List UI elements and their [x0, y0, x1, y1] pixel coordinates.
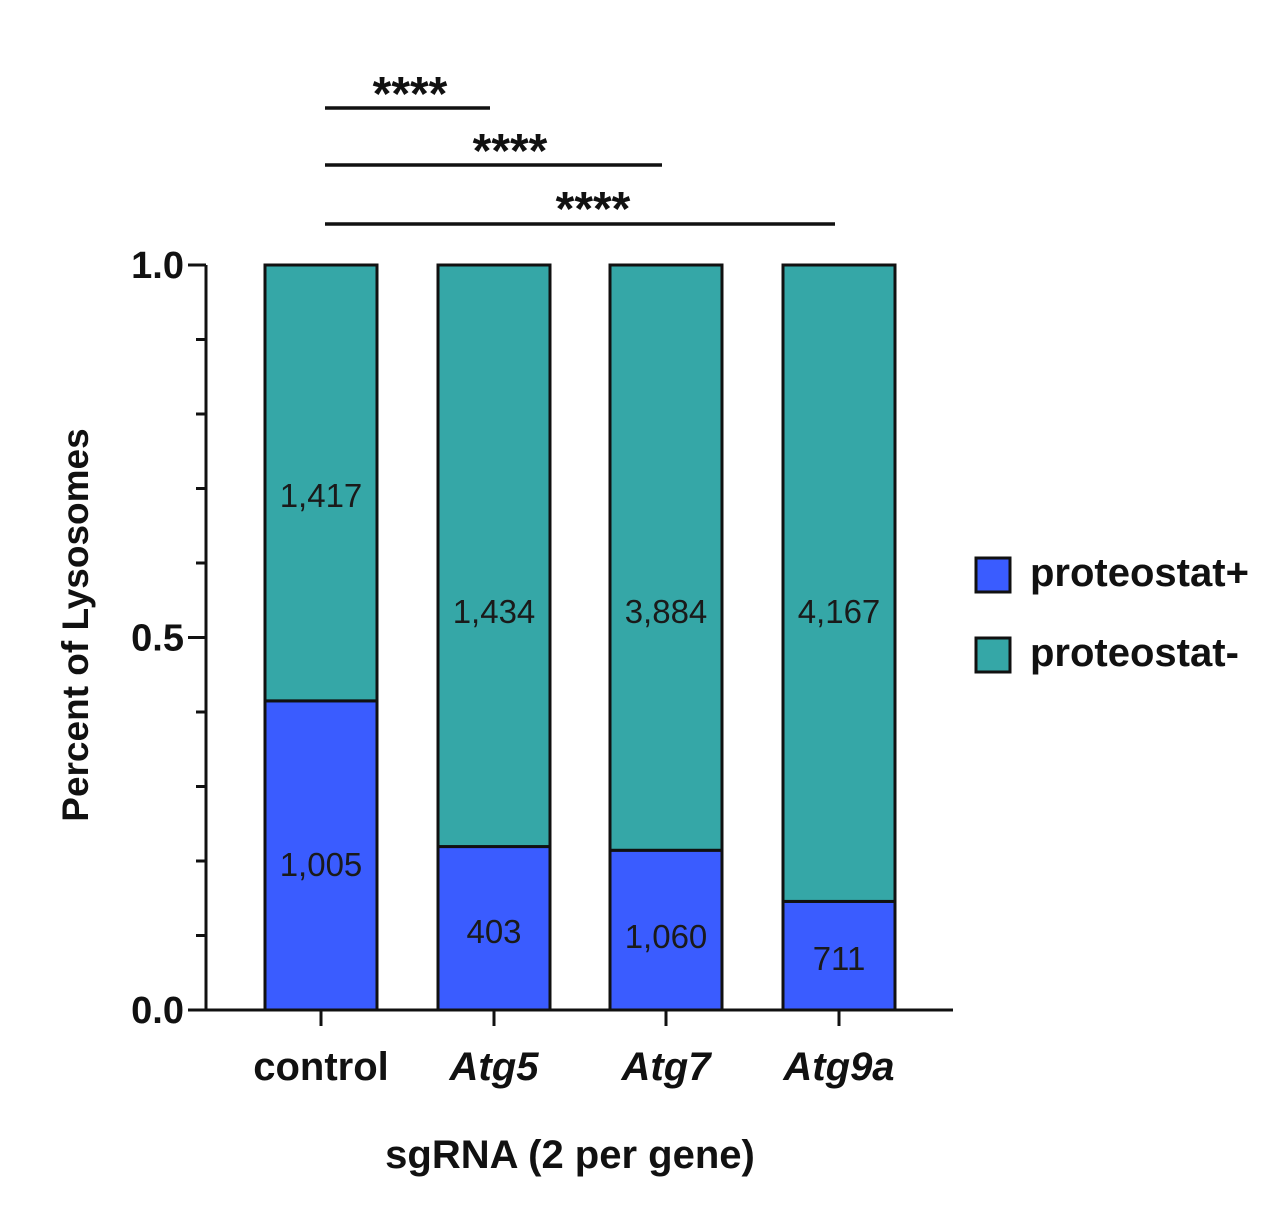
bar-proteostat-pos-Atg7: [608, 848, 724, 1012]
significance-brackets: ************: [325, 68, 835, 236]
significance-stars-Atg7: ****: [473, 125, 548, 178]
count-label-neg-control: 1,417: [280, 477, 363, 514]
bar-proteostat-neg-Atg9a: [781, 263, 897, 903]
y-axis: 0.0 0.5 1.0: [131, 245, 208, 1032]
legend: proteostat+ proteostat-: [974, 551, 1249, 675]
y-tick-label: 0.5: [131, 618, 184, 660]
bar-proteostat-neg-Atg5: [436, 263, 552, 849]
significance-stars-Atg9a: ****: [556, 183, 631, 236]
legend-label-0: proteostat+: [1030, 551, 1249, 595]
x-axis: control Atg5 Atg7 Atg9a: [204, 1008, 953, 1089]
bar-proteostat-neg-control: [263, 263, 379, 703]
bar-proteostat-pos-control: [263, 699, 379, 1012]
x-tick-label-Atg9a: Atg9a: [782, 1045, 894, 1089]
x-axis-title: sgRNA (2 per gene): [385, 1133, 755, 1177]
x-tick-label-Atg7: Atg7: [621, 1045, 713, 1089]
y-tick-label: 0.0: [131, 990, 184, 1032]
count-label-pos-Atg5: 403: [466, 913, 521, 950]
y-tick-label: 1.0: [131, 245, 184, 287]
bars-group: 1,417 1,005 1,434 403 3,884 1,060 4,167 711: [263, 263, 897, 1012]
bar-proteostat-neg-Atg7: [608, 263, 724, 852]
x-tick-label-Atg5: Atg5: [449, 1045, 540, 1089]
legend-label-1: proteostat-: [1030, 631, 1239, 675]
count-label-neg-Atg5: 1,434: [453, 593, 536, 630]
count-label-pos-Atg7: 1,060: [625, 918, 708, 955]
legend-swatch-1: [974, 636, 1012, 674]
legend-swatch-0: [974, 556, 1012, 594]
significance-stars-Atg5: ****: [373, 68, 448, 121]
count-label-pos-control: 1,005: [280, 846, 363, 883]
x-tick-label-control: control: [253, 1045, 389, 1089]
count-label-neg-Atg9a: 4,167: [798, 593, 881, 630]
y-axis-title: Percent of Lysosomes: [55, 428, 96, 821]
count-label-neg-Atg7: 3,884: [625, 593, 708, 630]
count-label-pos-Atg9a: 711: [813, 940, 866, 977]
